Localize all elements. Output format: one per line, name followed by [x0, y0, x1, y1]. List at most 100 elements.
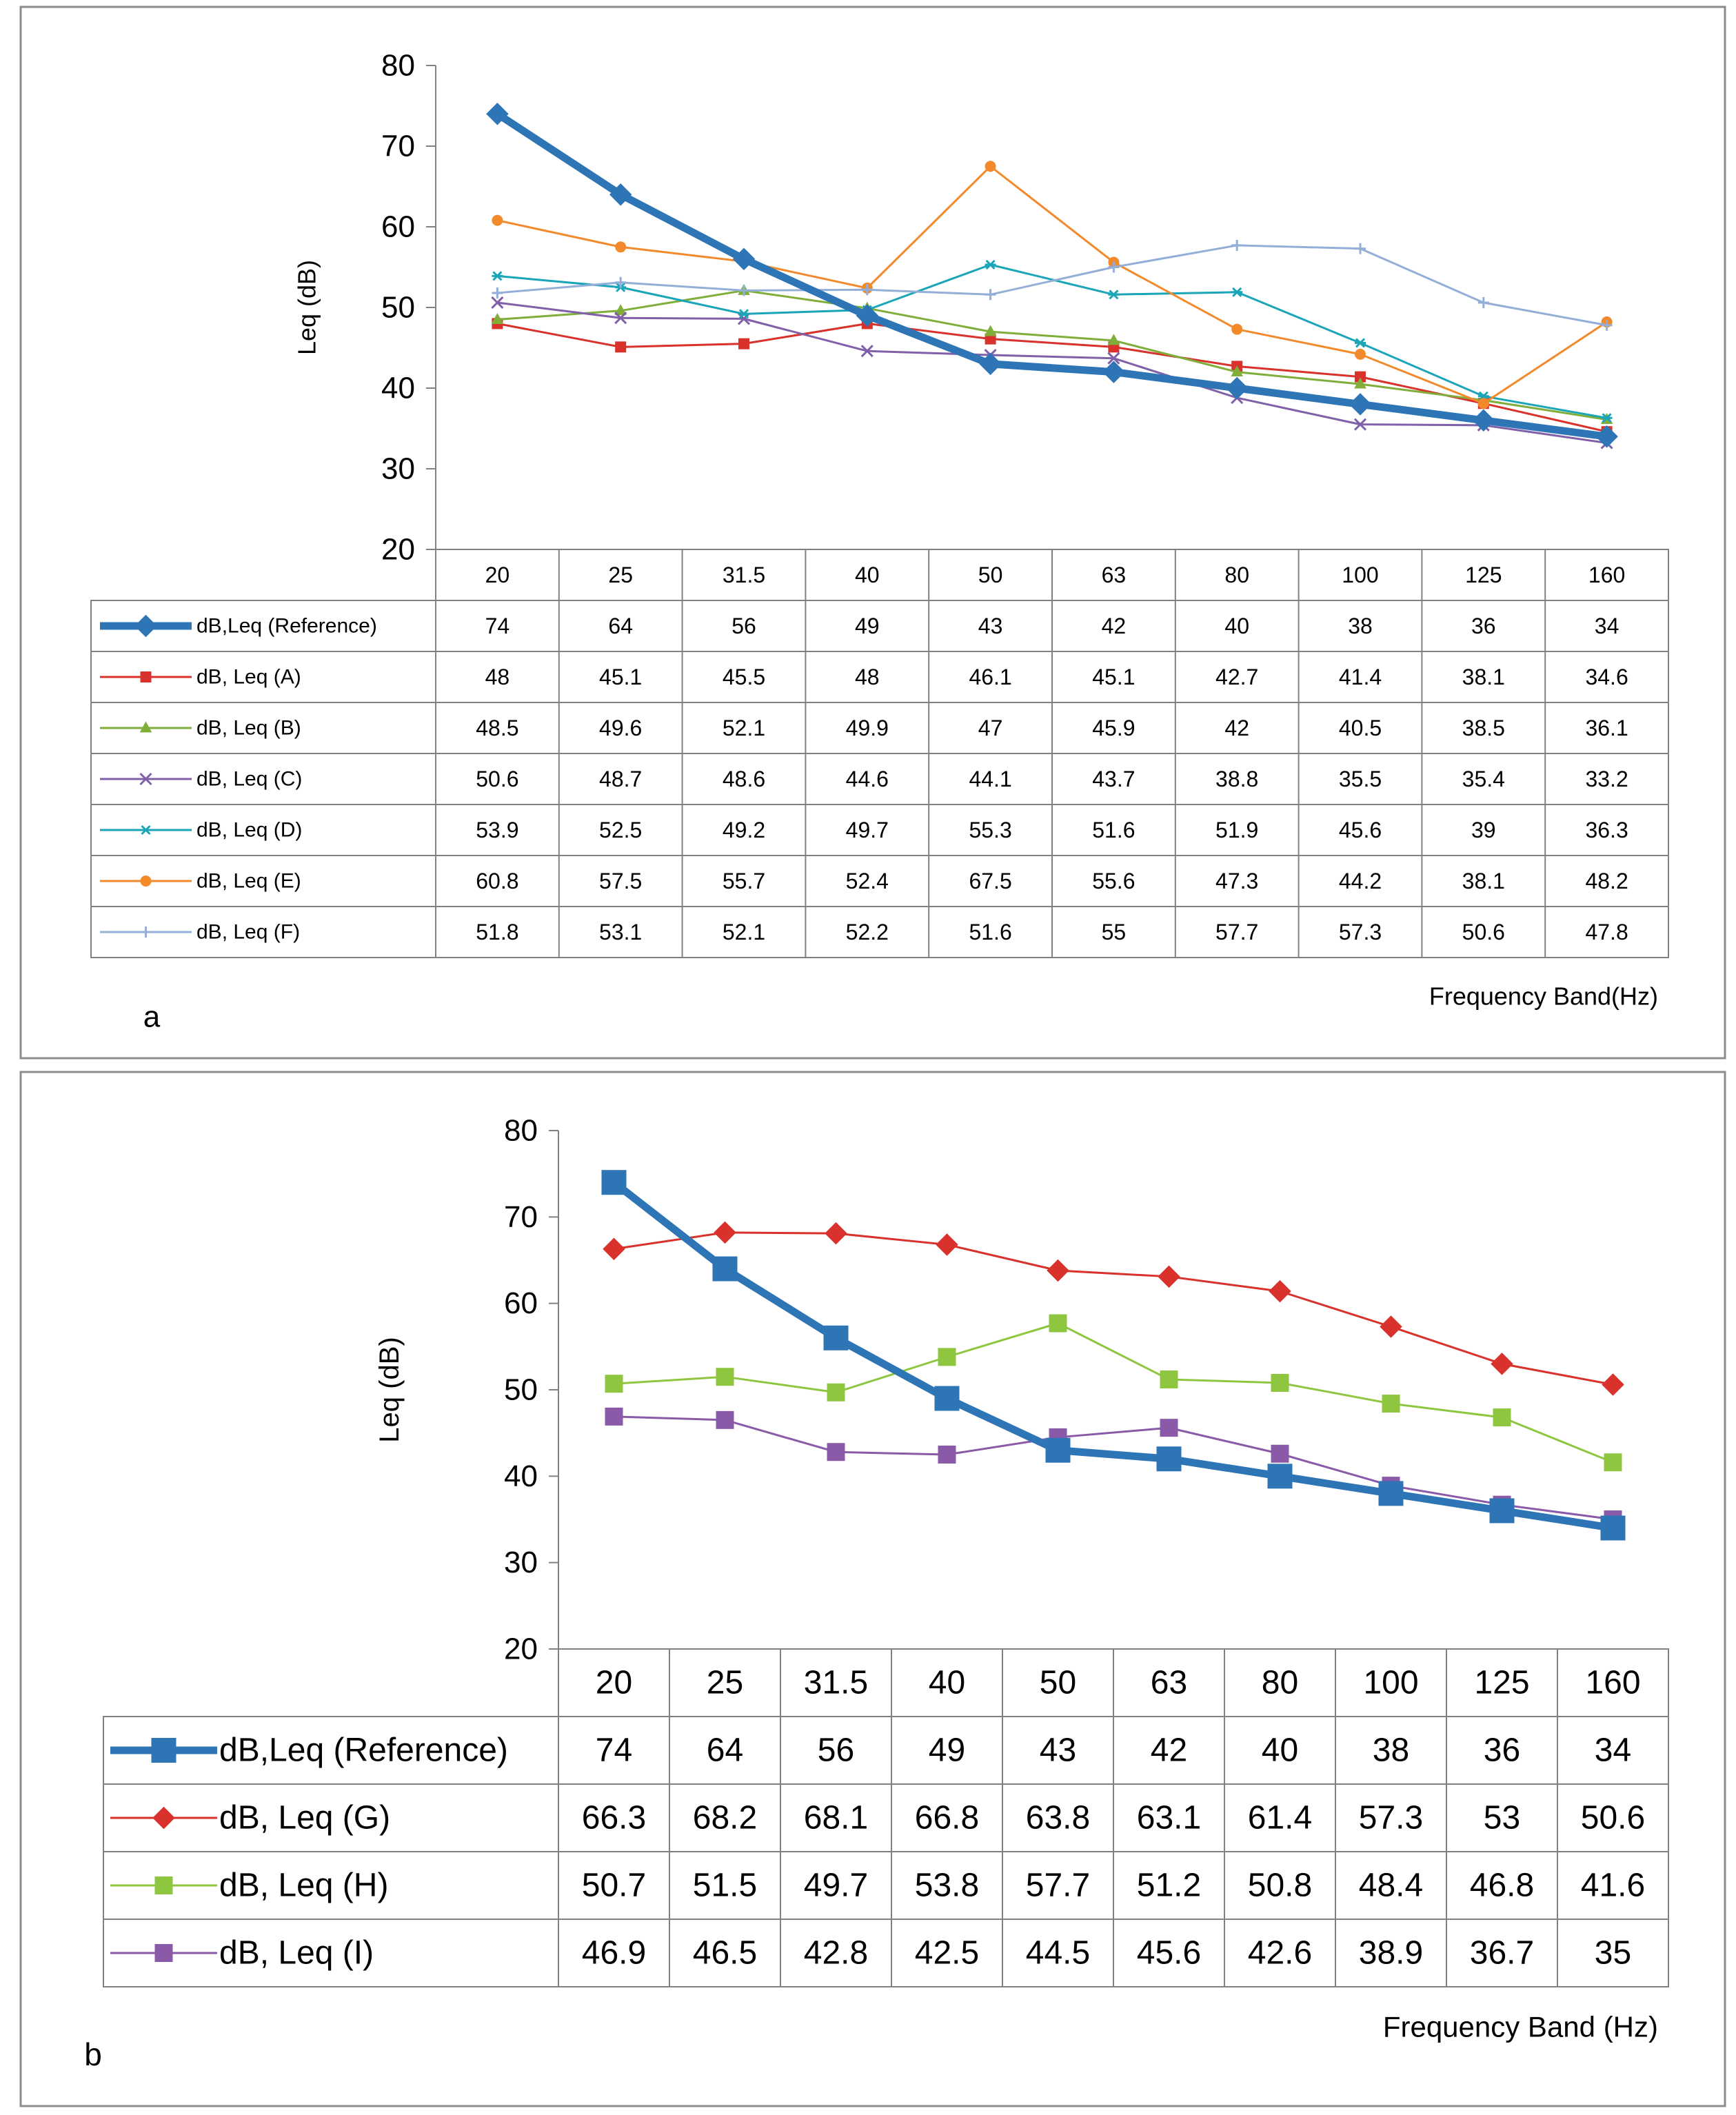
table-cell-value: 36 — [1484, 1732, 1520, 1769]
y-tick-label-20: 20 — [381, 533, 415, 567]
data-point — [491, 296, 504, 310]
data-point — [492, 214, 503, 226]
data-point — [614, 312, 627, 325]
data-point — [1271, 1373, 1289, 1392]
table-cell-value: 47.3 — [1215, 869, 1258, 893]
legend-label: dB, Leq (D) — [196, 819, 302, 842]
data-point — [615, 341, 627, 353]
data-point — [1602, 1373, 1624, 1396]
legend-label: dB, Leq (F) — [196, 921, 300, 944]
data-point — [1045, 1437, 1071, 1463]
data-point — [738, 309, 749, 319]
table-cell-value: 36.1 — [1585, 716, 1628, 740]
table-cell-value: 48 — [485, 665, 510, 689]
table-cell-value: 45.1 — [599, 665, 642, 689]
table-cell-value: 64 — [707, 1732, 743, 1769]
y-tick-label-30: 30 — [504, 1546, 538, 1579]
table-cell-value: 57.7 — [1026, 1868, 1090, 1904]
data-point — [827, 1443, 845, 1461]
data-point — [1354, 377, 1366, 389]
data-point — [1604, 1453, 1622, 1472]
data-point — [737, 312, 751, 325]
legend-marker — [154, 1876, 173, 1894]
data-point — [605, 1407, 623, 1426]
y-tick-label-30: 30 — [381, 452, 415, 486]
table-cell-value: 43 — [1040, 1732, 1076, 1769]
legend-label: dB, Leq (I) — [219, 1935, 374, 1972]
data-point — [738, 285, 749, 296]
table-cell-value: 45.9 — [1092, 716, 1135, 740]
table-cell-value: 44.2 — [1339, 869, 1382, 893]
data-point — [716, 1410, 734, 1429]
series-line — [497, 263, 1607, 419]
data-point — [1378, 1481, 1404, 1506]
table-cell-value: 34.6 — [1585, 665, 1628, 689]
legend-label: dB, Leq (G) — [219, 1800, 390, 1836]
table-body-border — [90, 600, 1669, 958]
legend-marker — [140, 927, 152, 938]
series-line — [495, 110, 1608, 441]
data-point — [985, 161, 996, 172]
x-category-label-160: 160 — [1585, 1665, 1640, 1701]
table-cell-value: 49.7 — [846, 818, 889, 842]
x-category-label-20: 20 — [485, 563, 510, 587]
table-cell-value: 42.6 — [1248, 1935, 1312, 1972]
table-cell-value: 45.5 — [723, 665, 765, 689]
data-point — [1231, 323, 1243, 335]
data-point — [492, 271, 503, 281]
table-cell-value: 49.6 — [599, 716, 642, 740]
table-cell-value: 47.8 — [1585, 920, 1628, 944]
data-point — [615, 241, 627, 253]
table-cell-value: 44.5 — [1026, 1935, 1090, 1972]
table-cell-value: 42 — [1102, 614, 1127, 638]
table-cell-value: 67.5 — [969, 869, 1011, 893]
table-cell-value: 50.6 — [476, 767, 518, 791]
table-cell-value: 46.9 — [582, 1935, 646, 1972]
panel-frame — [19, 6, 1726, 1060]
table-cell-value: 52.4 — [846, 869, 889, 893]
table-cell-value: 38 — [1348, 614, 1373, 638]
data-point — [491, 312, 504, 324]
chart-panel-b: 20 30 40 50 60 70 80 Leq (dB) 20 25 31.5 40 50 63 80 10… — [19, 1071, 1726, 2107]
series-line — [614, 1231, 1613, 1386]
data-point — [1049, 1314, 1067, 1333]
data-point — [1472, 409, 1495, 432]
table-cell-value: 55 — [1102, 920, 1127, 944]
series-0 — [601, 1170, 1626, 1541]
table-cell-value: 66.3 — [582, 1800, 646, 1836]
data-point — [712, 1256, 738, 1282]
data-point — [1107, 352, 1120, 365]
table-cell-value: 44.1 — [969, 767, 1011, 791]
legend-marker — [152, 1806, 175, 1830]
data-point — [985, 259, 996, 270]
data-point — [1355, 243, 1366, 254]
legend-row-0: dB,Leq (Reference) — [100, 615, 377, 638]
legend-label: dB, Leq (E) — [196, 870, 301, 893]
table-cell-value: 42 — [1224, 716, 1249, 740]
legend-marker — [140, 671, 152, 682]
data-point — [1493, 1408, 1511, 1427]
data-point — [1349, 393, 1372, 416]
table-cell-value: 56 — [818, 1732, 854, 1769]
data-point — [856, 304, 879, 327]
series-line — [497, 244, 1607, 327]
data-point — [985, 289, 996, 301]
table-cell-value: 68.2 — [693, 1800, 757, 1836]
data-table: 20 25 31.5 40 50 63 80 100 125 160 dB,Leq (Referen… — [90, 549, 1669, 958]
data-point — [1158, 1265, 1180, 1288]
series-line — [612, 1179, 1614, 1532]
table-cell-value: 49.2 — [723, 818, 765, 842]
data-point — [603, 1237, 625, 1260]
series-line — [497, 301, 1607, 445]
legend-marker — [154, 1944, 173, 1962]
data-point — [716, 1368, 734, 1386]
legend-label: dB,Leq (Reference) — [196, 615, 377, 638]
y-tick-label-40: 40 — [381, 372, 415, 405]
x-category-label-100: 100 — [1342, 563, 1378, 587]
table-cell-value: 74 — [596, 1732, 632, 1769]
data-point — [1102, 361, 1125, 383]
chart-panel-a: 20 30 40 50 60 70 80 Leq (dB) 20 25 31.5 40 50 63 80 10… — [19, 6, 1726, 1060]
panel-label: a — [143, 1000, 161, 1034]
table-cell-value: 64 — [608, 614, 633, 638]
data-point — [1231, 239, 1243, 251]
